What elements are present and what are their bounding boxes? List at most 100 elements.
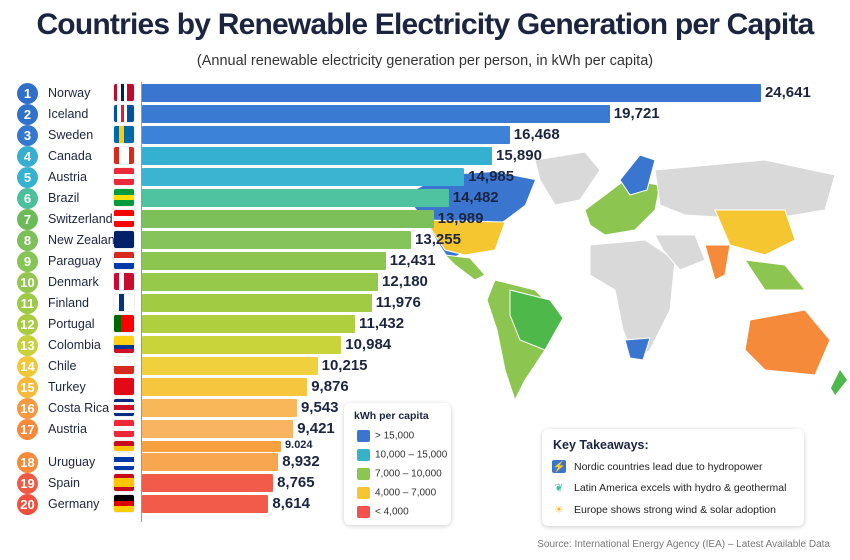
- takeaway-item: ☀ Europe shows strong wind & solar adopti…: [552, 504, 776, 516]
- bar-value-label: 8,932: [282, 453, 320, 470]
- chart-title: Countries by Renewable Electricity Gener…: [36, 8, 814, 41]
- takeaway-text: Nordic countries lead due to hydropower: [574, 461, 763, 473]
- legend-item: 10,000 – 15,000: [357, 449, 447, 461]
- bar-row: 8 New Zealand 13,255: [0, 230, 850, 251]
- bar: [142, 495, 269, 513]
- bar-row: 16 Costa Rica 9,543: [0, 398, 850, 419]
- bar-value-label: 13,255: [415, 231, 461, 248]
- rank-badge: 10: [17, 272, 38, 293]
- bar-row: 1 Norway 24,641: [0, 83, 850, 104]
- legend-title: kWh per capita: [354, 410, 429, 422]
- bar: [142, 378, 308, 396]
- country-label: Germany: [48, 497, 100, 511]
- flag-icon: [114, 231, 134, 248]
- rank-badge: 17: [17, 419, 38, 440]
- flag-icon: [114, 453, 134, 470]
- bar: [142, 357, 318, 375]
- country-label: Colombia: [48, 338, 101, 352]
- flag-icon: [114, 147, 134, 164]
- country-label: New Zealand: [48, 233, 122, 247]
- rank-badge: 15: [17, 377, 38, 398]
- bar: [142, 420, 294, 438]
- rank-badge: 13: [17, 335, 38, 356]
- bar-value-label: 8,765: [277, 474, 315, 491]
- flag-icon: [114, 168, 134, 185]
- flag-icon: [114, 126, 134, 143]
- legend-label: 7,000 – 10,000: [375, 468, 442, 480]
- bar-row: 19 Spain 8,765: [0, 473, 850, 494]
- map-legend: kWh per capita > 15,000 10,000 – 15,000 …: [344, 403, 451, 525]
- takeaway-item: ❦ Latin America excels with hydro & geoth…: [552, 482, 787, 494]
- bar-value-label: 12,431: [389, 252, 436, 269]
- bar: [142, 315, 356, 333]
- bar: [142, 399, 297, 417]
- bar-row: 7 Switzerland 13,989: [0, 209, 850, 230]
- bar-row: 9 Paraguay 12,431: [0, 251, 850, 272]
- country-label: Brazil: [48, 191, 80, 205]
- takeaway-item: ⚡ Nordic countries lead due to hydropower: [552, 460, 763, 473]
- rank-badge: 11: [17, 293, 38, 314]
- map-greenland: [534, 151, 601, 206]
- country-label: Uruguay: [48, 455, 96, 469]
- bar: [142, 105, 610, 123]
- flag-icon: [114, 273, 134, 290]
- takeaways-title: Key Takeaways:: [553, 438, 649, 452]
- bar-row: 5 Austria 14,985: [0, 167, 850, 188]
- bar: [142, 273, 379, 291]
- map-central-america: [443, 254, 486, 281]
- map-scandinavia: [619, 154, 656, 196]
- bar: [142, 441, 282, 452]
- flag-icon: [114, 378, 134, 395]
- bar-row: 10 Denmark 12,180: [0, 272, 850, 293]
- map-australia: [744, 309, 831, 376]
- map-china: [714, 209, 796, 256]
- bar-value-label: 11,432: [359, 315, 405, 332]
- rank-badge: 18: [17, 452, 38, 473]
- bar-value-label: 10,215: [321, 357, 368, 374]
- country-label: Sweden: [48, 128, 94, 142]
- legend-label: < 4,000: [375, 506, 409, 518]
- bar-row: 20 Germany 8,614: [0, 494, 850, 515]
- bar-value-label: 11,976: [375, 294, 421, 311]
- map-new-zealand: [831, 370, 847, 395]
- rank-badge: 16: [17, 398, 38, 419]
- flag-icon: [114, 294, 134, 311]
- bar-value-label: 10,984: [345, 336, 392, 353]
- flag-icon: [114, 210, 134, 227]
- bar-row: 17 Austria 9,421: [0, 419, 850, 440]
- chart-subtitle: (Annual renewable electricity generation…: [196, 53, 654, 69]
- rank-badge: 19: [17, 473, 38, 494]
- map-brazil: [509, 289, 564, 351]
- country-label: Switzerland: [48, 212, 113, 226]
- bar: [142, 168, 465, 186]
- bar: [142, 336, 342, 354]
- rank-badge: 14: [17, 356, 38, 377]
- flag-icon: [114, 336, 134, 353]
- source-note: Source: International Energy Agency (IEA…: [537, 539, 830, 550]
- legend-swatch: [357, 468, 370, 480]
- legend-swatch: [357, 506, 370, 518]
- bar-value-label: 9,543: [300, 399, 339, 416]
- map-usa: [424, 219, 506, 256]
- country-label: Denmark: [48, 275, 99, 289]
- bar-value-label: 15,890: [496, 147, 542, 164]
- flag-icon: [114, 315, 134, 332]
- country-label: Finland: [48, 296, 89, 310]
- takeaway-text: Latin America excels with hydro & geothe…: [574, 482, 787, 494]
- bar: [142, 210, 434, 228]
- country-label: Paraguay: [48, 254, 102, 268]
- bar-value-label: 9,876: [311, 378, 349, 395]
- bar-value-label: 14,985: [468, 168, 515, 185]
- flag-icon: [114, 495, 134, 512]
- rank-badge: 9: [17, 251, 38, 272]
- rank-badge: 4: [17, 146, 38, 167]
- flag-icon: [114, 105, 134, 122]
- bar: [142, 294, 372, 312]
- rank-badge: 2: [17, 104, 38, 125]
- bar-value-label: 24,641: [764, 84, 811, 101]
- bar-value-label: 13,989: [437, 210, 484, 227]
- flag-icon: [114, 84, 134, 101]
- map-south-africa: [624, 337, 651, 361]
- world-map: [405, 151, 847, 400]
- country-label: Austria: [48, 170, 87, 184]
